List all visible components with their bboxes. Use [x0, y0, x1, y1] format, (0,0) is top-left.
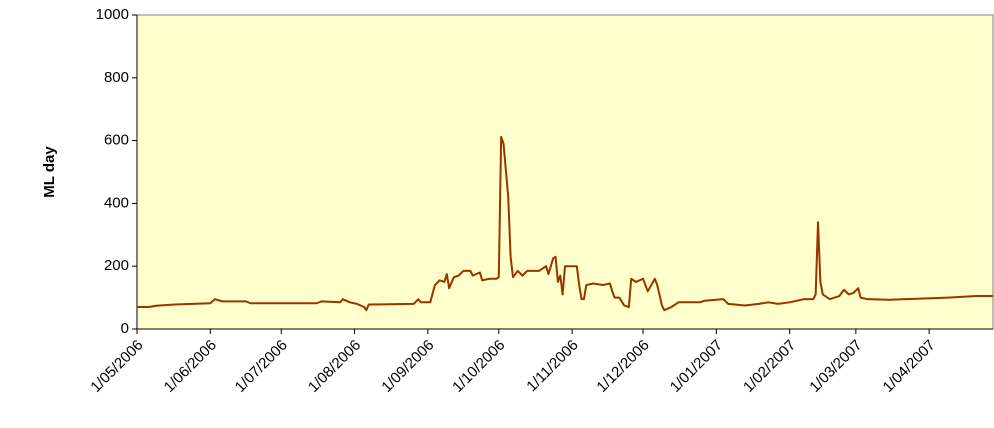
- x-tick-label: 1/04/2007: [880, 337, 939, 396]
- x-tick-label: 1/08/2006: [305, 337, 364, 396]
- y-tick-label: 0: [121, 320, 129, 337]
- x-tick-label: 1/06/2006: [161, 337, 220, 396]
- x-tick-label: 1/11/2006: [523, 337, 581, 395]
- y-axis-label: ML day: [41, 146, 58, 198]
- x-tick-label: 1/09/2006: [378, 337, 437, 396]
- x-tick-label: 1/12/2006: [593, 337, 652, 396]
- y-tick-label: 200: [104, 257, 129, 274]
- x-tick-label: 1/05/2006: [87, 337, 146, 396]
- x-tick-label: 1/07/2006: [232, 337, 291, 396]
- x-tick-label: 1/02/2007: [740, 337, 799, 396]
- y-tick-label: 400: [104, 194, 129, 211]
- y-tick-label: 800: [104, 69, 129, 86]
- x-tick-label: 1/03/2007: [806, 337, 865, 396]
- y-tick-label: 600: [104, 132, 129, 149]
- y-tick-label: 1000: [96, 6, 129, 23]
- x-tick-label: 1/10/2006: [449, 337, 508, 396]
- data-line: [137, 135, 993, 312]
- plot-area: [136, 14, 994, 330]
- x-tick-label: 1/01/2007: [667, 337, 726, 396]
